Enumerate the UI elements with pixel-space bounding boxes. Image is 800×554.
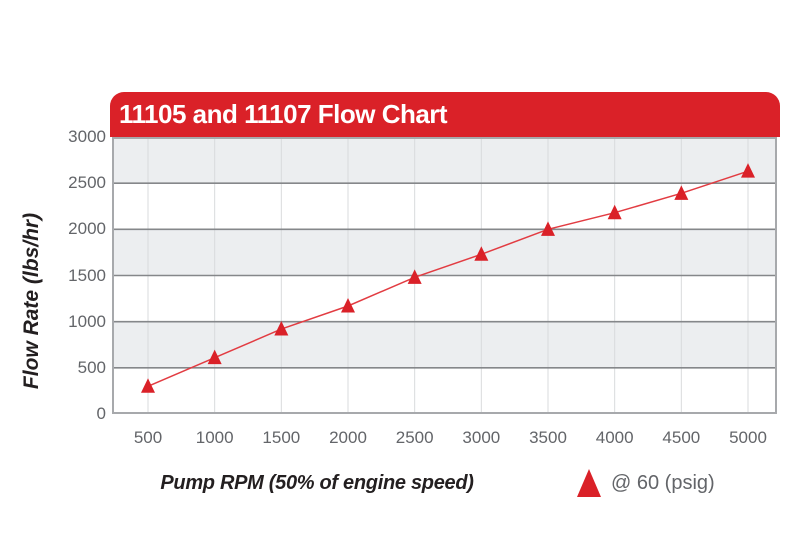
legend: @ 60 (psig) — [577, 468, 715, 498]
x-tick-1000: 1000 — [195, 428, 234, 447]
y-tick-1000: 1000 — [68, 311, 106, 331]
chart-title: 11105 and 11107 Flow Chart — [119, 99, 448, 129]
y-tick-3000: 3000 — [68, 127, 106, 146]
y-axis-title: Flow Rate (lbs/hr) — [20, 212, 43, 390]
x-tick-3000: 3000 — [462, 428, 501, 447]
plot-area — [112, 137, 777, 414]
y-tick-0: 0 — [96, 404, 106, 423]
x-tick-4500: 4500 — [662, 428, 701, 447]
x-axis-title: Pump RPM (50% of engine speed) — [160, 472, 474, 494]
legend-label: @ 60 (psig) — [611, 472, 715, 494]
x-tick-1500: 1500 — [262, 428, 301, 447]
x-tick-4000: 4000 — [595, 428, 634, 447]
x-tick-2000: 2000 — [329, 428, 367, 447]
y-tick-2000: 2000 — [68, 219, 106, 239]
x-tick-500: 500 — [133, 428, 163, 447]
y-tick-2500: 2500 — [68, 173, 106, 193]
x-tick-2500: 2500 — [395, 428, 434, 447]
x-tick-5000: 5000 — [729, 428, 767, 447]
triangle-marker-icon — [577, 469, 601, 497]
flow-rate-line-chart — [112, 137, 777, 414]
y-tick-1500: 1500 — [68, 265, 106, 285]
y-tick-500: 500 — [77, 357, 106, 377]
x-tick-3500: 3500 — [529, 428, 567, 447]
chart-title-bar: 11105 and 11107 Flow Chart — [110, 92, 780, 137]
